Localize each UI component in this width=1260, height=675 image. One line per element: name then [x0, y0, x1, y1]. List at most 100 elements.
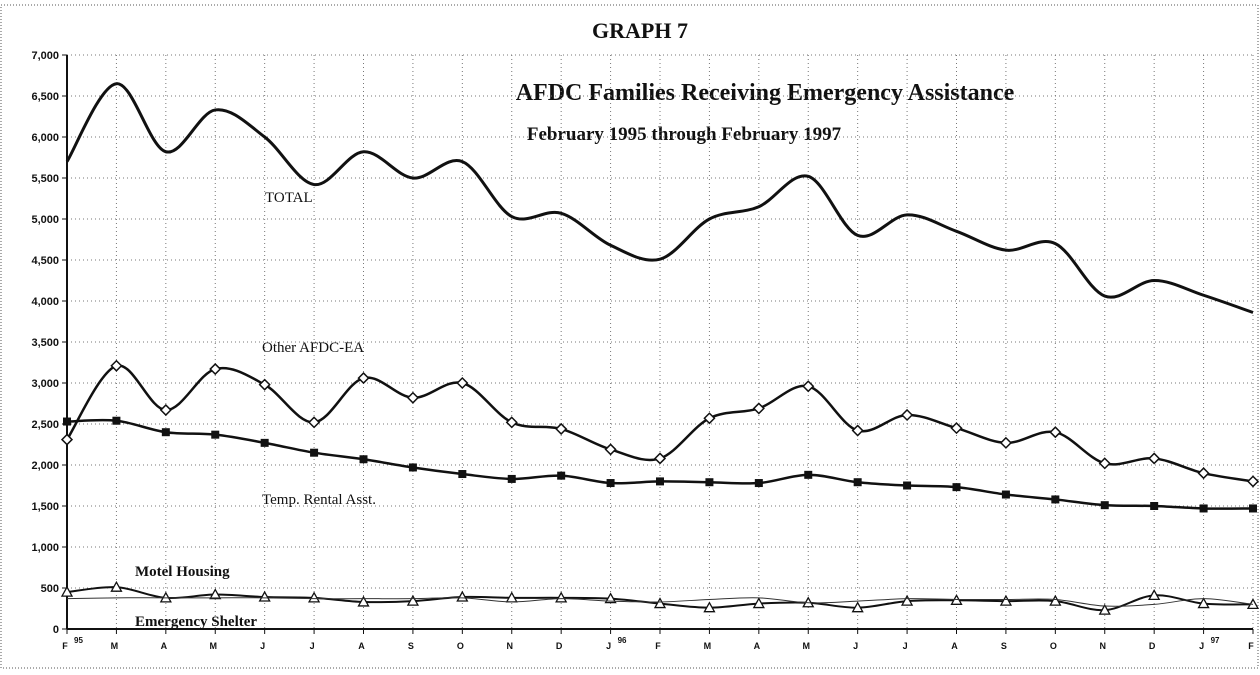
y-tick-label: 2,500	[31, 419, 59, 431]
x-tick-label: M	[210, 641, 218, 651]
x-tick-label: N	[507, 641, 514, 651]
x-tick-label: A	[161, 641, 168, 651]
x-tick-label: M	[704, 641, 712, 651]
x-tick-label: J	[1199, 641, 1204, 651]
square-marker	[359, 455, 368, 464]
triangle-marker	[1049, 594, 1062, 606]
y-tick-label: 1,000	[31, 542, 59, 554]
diamond-marker	[752, 402, 765, 415]
diamond-marker	[653, 452, 667, 465]
square-marker	[656, 477, 664, 486]
diamond-marker	[505, 416, 518, 429]
diamond-marker	[406, 391, 419, 404]
triangle-marker	[110, 580, 123, 592]
x-tick-label: O	[457, 641, 464, 651]
y-tick-label: 5,500	[31, 173, 59, 185]
x-tick-label: D	[1149, 641, 1156, 651]
diamond-marker	[159, 403, 172, 417]
diamond-marker	[901, 408, 914, 422]
square-marker	[211, 430, 220, 439]
square-marker	[1100, 501, 1109, 510]
square-marker	[903, 481, 912, 490]
square-marker	[310, 448, 319, 457]
x-tick-label: J	[903, 641, 908, 651]
square-marker	[507, 474, 516, 483]
x-year-label: 96	[618, 636, 627, 645]
square-marker	[705, 478, 714, 487]
series-label: Temp. Rental Asst.	[262, 492, 376, 508]
diamond-marker	[1197, 467, 1210, 480]
diamond-marker	[1148, 452, 1161, 465]
x-tick-label: A	[358, 641, 365, 651]
triangle-marker	[258, 590, 271, 602]
y-tick-label: 4,000	[31, 296, 59, 308]
triangle-marker	[456, 590, 469, 602]
triangle-marker	[999, 594, 1013, 606]
triangle-marker	[703, 601, 716, 613]
graph-heading: GRAPH 7	[592, 18, 688, 43]
series-label: Other AFDC-EA	[262, 340, 364, 356]
x-tick-label: J	[310, 641, 315, 651]
x-tick-label: S	[1001, 641, 1007, 651]
diamond-marker	[1098, 457, 1111, 470]
triangle-marker	[357, 595, 370, 607]
y-tick-label: 0	[53, 624, 59, 636]
x-tick-label: D	[556, 641, 563, 651]
series-line	[65, 82, 1254, 314]
diamond-marker	[555, 422, 568, 435]
x-tick-label: A	[754, 641, 761, 651]
diamond-marker	[60, 433, 74, 446]
square-marker	[754, 479, 763, 488]
square-marker	[260, 438, 269, 447]
y-tick-label: 6,500	[31, 91, 59, 103]
y-tick-label: 1,500	[31, 501, 59, 513]
triangle-marker	[1148, 589, 1161, 601]
diamond-marker	[703, 412, 716, 425]
square-marker	[557, 471, 566, 480]
square-marker	[458, 470, 467, 479]
diamond-marker	[258, 378, 271, 391]
y-tick-label: 7,000	[31, 50, 59, 62]
y-tick-label: 5,000	[31, 214, 59, 226]
y-tick-label: 3,500	[31, 337, 59, 349]
x-year-label: 97	[1211, 636, 1220, 645]
x-tick-label: M	[111, 641, 119, 651]
square-marker	[63, 417, 71, 426]
x-tick-label: M	[803, 641, 811, 651]
diamond-marker	[999, 436, 1012, 449]
square-marker	[408, 463, 417, 472]
triangle-marker	[900, 594, 914, 606]
chart-title: AFDC Families Receiving Emergency Assist…	[516, 80, 1015, 106]
series-label: TOTAL	[265, 190, 313, 206]
square-marker	[952, 483, 961, 492]
triangle-marker	[851, 601, 864, 613]
x-tick-label: O	[1050, 641, 1057, 651]
triangle-marker	[604, 592, 617, 604]
square-marker	[1150, 502, 1159, 510]
y-tick-label: 2,000	[31, 460, 59, 472]
diamond-marker	[209, 362, 222, 376]
triangle-marker	[1197, 597, 1210, 609]
series-label: Emergency Shelter	[135, 614, 257, 630]
x-tick-label: J	[853, 641, 858, 651]
x-tick-label: F	[62, 641, 68, 651]
diamond-marker	[950, 422, 963, 435]
x-tick-label: J	[260, 641, 265, 651]
triangle-marker	[555, 591, 568, 603]
triangle-marker	[752, 597, 765, 609]
series-line	[66, 597, 1254, 607]
square-marker	[1001, 490, 1010, 499]
y-tick-label: 4,500	[31, 255, 59, 267]
x-tick-label: S	[408, 641, 414, 651]
triangle-marker	[60, 585, 74, 597]
square-marker	[161, 428, 170, 437]
square-marker	[606, 479, 615, 488]
triangle-marker	[653, 597, 667, 609]
square-marker	[804, 470, 813, 479]
square-marker	[1249, 504, 1257, 513]
triangle-marker	[209, 588, 222, 600]
series-label: Motel Housing	[135, 564, 230, 580]
x-year-label: 95	[74, 636, 83, 645]
diamond-marker	[110, 359, 123, 372]
